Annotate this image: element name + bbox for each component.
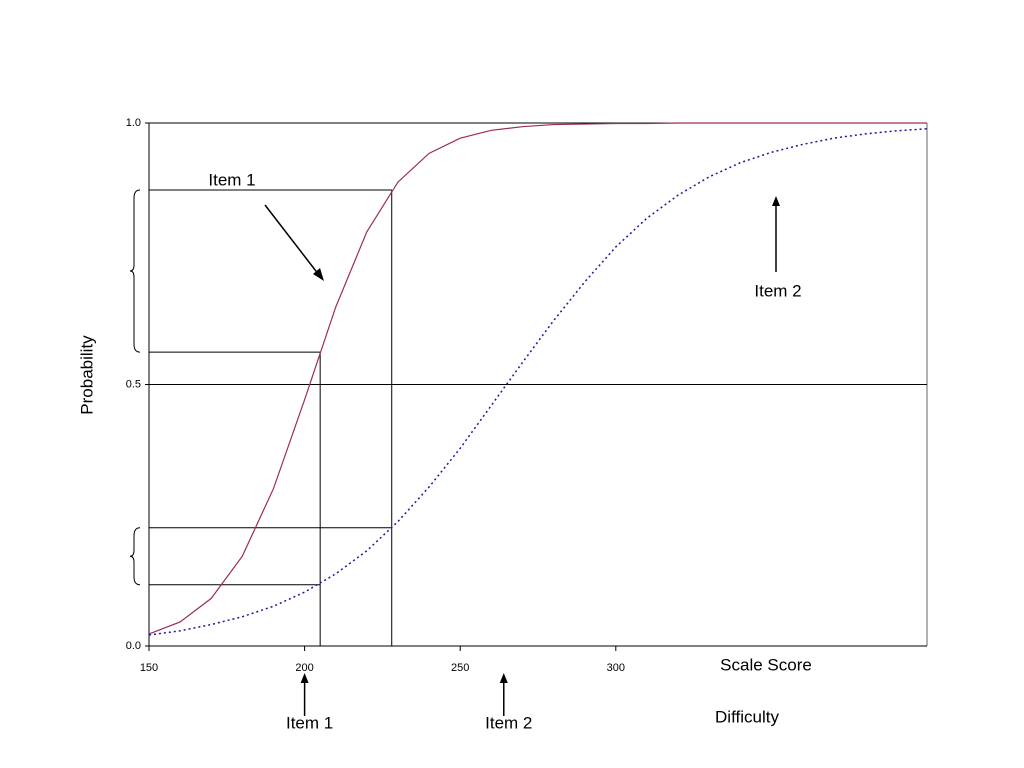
difficulty-label: Item 1	[286, 713, 333, 732]
x-tick-label: 250	[451, 662, 469, 674]
x-tick-label: 200	[295, 662, 313, 674]
y-tick-label: 1.0	[126, 117, 141, 129]
x-axis-label: Scale Score	[720, 655, 812, 674]
annotation-arrow	[264, 204, 320, 276]
series-annotation: Item 2	[754, 281, 801, 300]
x-tick-label: 300	[607, 662, 625, 674]
difficulty-label: Item 2	[485, 713, 532, 732]
brace	[129, 527, 141, 586]
y-axis-label: Probability	[77, 335, 96, 415]
x-tick-label: 150	[140, 662, 158, 674]
x-axis-sublabel: Difficulty	[715, 707, 779, 726]
series-line	[148, 128, 928, 636]
y-tick-label: 0.0	[126, 640, 141, 652]
y-tick-label: 0.5	[126, 378, 141, 390]
arrow-head	[772, 196, 780, 206]
series-line	[148, 122, 927, 635]
arrow-head	[499, 673, 508, 683]
series-annotation: Item 1	[208, 170, 255, 189]
brace	[129, 189, 141, 353]
arrow-head	[313, 268, 324, 281]
arrow-head	[300, 673, 309, 683]
